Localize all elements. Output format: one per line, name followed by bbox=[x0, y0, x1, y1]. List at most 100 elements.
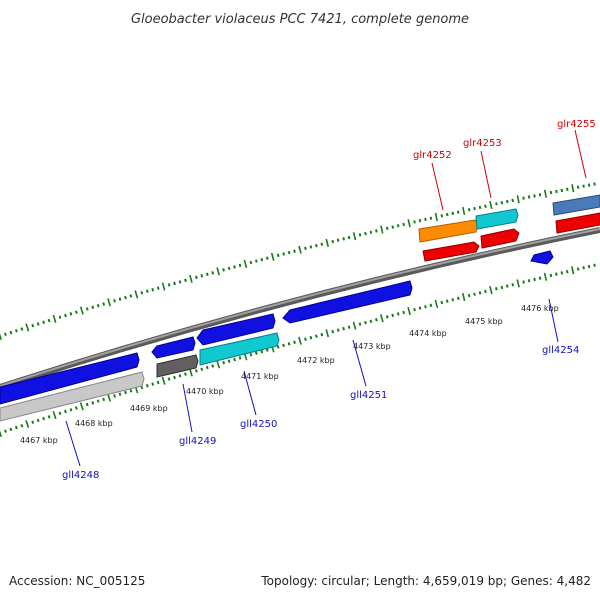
minor-tick bbox=[451, 298, 455, 302]
tick-label: 4471 kbp bbox=[241, 372, 279, 381]
gene-gll4250[interactable] bbox=[199, 332, 280, 366]
minor-tick bbox=[429, 216, 433, 220]
minor-tick bbox=[375, 229, 378, 233]
tick-label: 4470 kbp bbox=[186, 387, 224, 396]
minor-tick bbox=[102, 397, 106, 402]
major-tick bbox=[79, 306, 84, 315]
minor-tick bbox=[484, 289, 487, 294]
major-tick bbox=[325, 238, 329, 247]
minor-tick bbox=[576, 185, 580, 189]
major-tick bbox=[380, 314, 384, 323]
reverse-genes bbox=[0, 280, 413, 422]
major-tick bbox=[189, 368, 193, 377]
minor-tick bbox=[254, 351, 258, 355]
gene-label-gll4251[interactable]: gll4251 bbox=[350, 390, 387, 401]
minor-tick bbox=[42, 320, 46, 324]
gene-gll4248-light[interactable] bbox=[0, 371, 145, 422]
minor-tick bbox=[396, 312, 400, 316]
minor-tick bbox=[560, 188, 564, 193]
gene-glr4253-cyan[interactable] bbox=[475, 208, 519, 230]
minor-tick bbox=[118, 297, 122, 301]
minor-tick bbox=[429, 303, 433, 308]
minor-tick bbox=[69, 408, 73, 412]
minor-tick bbox=[31, 323, 35, 328]
gene-label-gll4249[interactable]: gll4249 bbox=[179, 436, 216, 447]
major-tick bbox=[571, 266, 575, 275]
gene-glr4255-red[interactable] bbox=[555, 212, 600, 234]
minor-tick bbox=[85, 307, 89, 311]
minor-tick bbox=[36, 418, 40, 423]
minor-tick bbox=[315, 334, 318, 338]
minor-tick bbox=[385, 315, 389, 319]
minor-tick bbox=[304, 246, 307, 251]
minor-tick bbox=[178, 374, 182, 378]
minor-tick bbox=[249, 353, 253, 357]
gene-gll4248[interactable] bbox=[0, 352, 140, 405]
minor-tick bbox=[527, 195, 531, 199]
gene-blue-b[interactable] bbox=[151, 336, 196, 359]
major-tick bbox=[543, 189, 547, 198]
gene-label-gll4250[interactable]: gll4250 bbox=[240, 419, 277, 430]
minor-tick bbox=[364, 320, 367, 325]
minor-tick bbox=[96, 399, 100, 403]
minor-tick bbox=[293, 249, 296, 253]
major-tick bbox=[380, 225, 384, 234]
minor-tick bbox=[467, 208, 471, 212]
minor-tick bbox=[238, 356, 242, 360]
minor-tick bbox=[555, 189, 558, 194]
major-tick bbox=[434, 212, 438, 222]
major-tick bbox=[298, 245, 302, 254]
minor-tick bbox=[500, 285, 504, 290]
major-tick bbox=[25, 419, 30, 429]
minor-tick bbox=[47, 415, 51, 419]
minor-tick bbox=[418, 306, 422, 310]
minor-tick bbox=[47, 318, 51, 323]
major-tick bbox=[516, 195, 520, 204]
major-tick bbox=[270, 252, 275, 261]
gene-label-gll4254[interactable]: gll4254 bbox=[542, 345, 579, 356]
major-tick bbox=[161, 376, 166, 385]
minor-tick bbox=[222, 268, 225, 272]
minor-tick bbox=[260, 349, 264, 354]
major-tick bbox=[352, 321, 357, 330]
gene-label-gll4248[interactable]: gll4248 bbox=[62, 470, 99, 481]
minor-tick bbox=[527, 279, 531, 283]
minor-tick bbox=[505, 284, 509, 288]
tick-label: 4469 kbp bbox=[130, 404, 168, 413]
minor-tick bbox=[129, 389, 133, 393]
minor-tick bbox=[522, 196, 525, 200]
minor-tick bbox=[200, 274, 204, 278]
minor-tick bbox=[211, 364, 215, 368]
minor-tick bbox=[500, 201, 504, 205]
minor-tick bbox=[456, 296, 460, 301]
major-tick bbox=[461, 292, 466, 301]
minor-tick bbox=[58, 411, 62, 416]
gene-glr4255-steelblue[interactable] bbox=[552, 194, 600, 216]
gene-blue-a[interactable] bbox=[196, 313, 276, 346]
minor-tick bbox=[227, 266, 231, 271]
gene-glr4252-orange[interactable] bbox=[418, 219, 479, 243]
minor-tick bbox=[173, 281, 176, 286]
minor-tick bbox=[320, 242, 324, 246]
major-tick bbox=[52, 411, 57, 420]
minor-tick bbox=[315, 243, 318, 248]
gene-glr4253-red[interactable] bbox=[480, 228, 520, 249]
gene-label-glr4252[interactable]: glr4252 bbox=[413, 150, 452, 161]
minor-tick bbox=[96, 303, 100, 308]
tick-label: 4476 kbp bbox=[521, 304, 559, 313]
major-tick bbox=[52, 314, 57, 323]
gene-label-glr4253[interactable]: glr4253 bbox=[463, 138, 502, 149]
gene-glr4252-red[interactable] bbox=[422, 241, 480, 262]
minor-tick bbox=[69, 312, 73, 316]
minor-tick bbox=[293, 340, 296, 344]
minor-tick bbox=[20, 423, 24, 428]
gene-label-glr4255[interactable]: glr4255 bbox=[557, 119, 596, 130]
minor-tick bbox=[227, 359, 231, 363]
gene-gll4249[interactable] bbox=[156, 354, 199, 378]
minor-tick bbox=[538, 276, 542, 280]
gene-small-blue[interactable] bbox=[530, 250, 554, 265]
minor-tick bbox=[336, 238, 340, 242]
gene-gll4251[interactable] bbox=[282, 280, 413, 324]
minor-tick bbox=[347, 235, 351, 240]
minor-tick bbox=[309, 335, 313, 340]
